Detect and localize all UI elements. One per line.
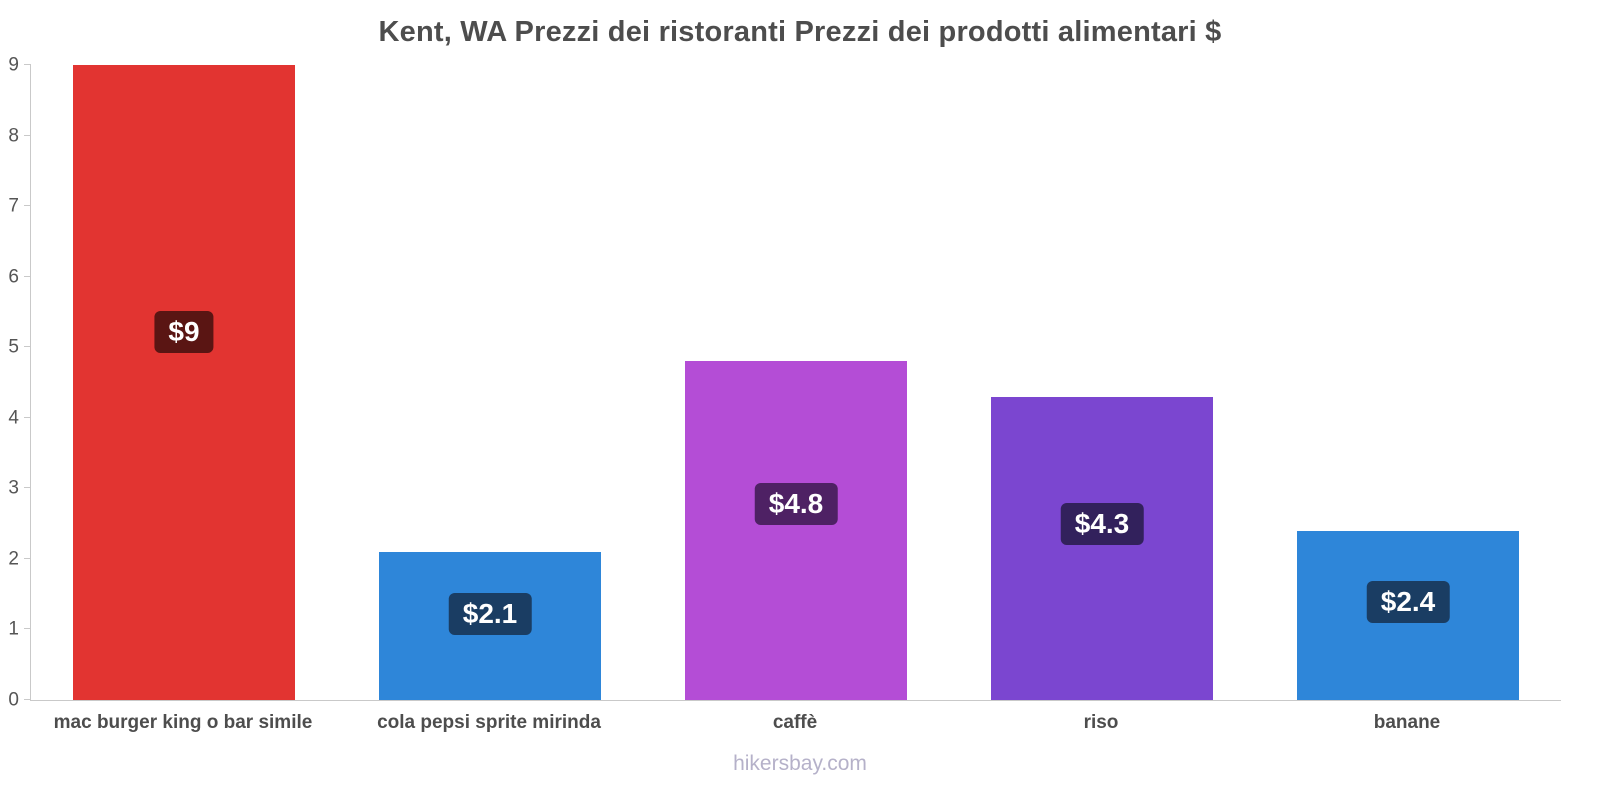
x-category-label: mac burger king o bar simile [53,712,313,733]
bar-1: $9 [73,65,295,700]
bar-slot: $2.4 [1255,65,1561,700]
bar-slot: $4.8 [643,65,949,700]
value-label: $9 [154,310,214,353]
chart-title: Kent, WA Prezzi dei ristoranti Prezzi de… [378,16,1222,48]
y-tick-mark [24,557,31,559]
watermark: hikersbay.com [733,752,867,775]
bar-4: $4.3 [991,396,1213,700]
y-tick-label: 7 [8,195,19,217]
bar-slot: $4.3 [949,65,1255,700]
y-tick-mark [24,275,31,277]
y-tick-label: 5 [8,336,19,358]
y-tick-mark [24,134,31,136]
y-tick-mark [24,487,31,489]
bar-5: $2.4 [1297,530,1519,700]
x-category-label: riso [1083,712,1119,733]
y-tick-mark [24,205,31,207]
y-tick-mark [24,699,31,700]
x-category-label: caffè [772,712,818,733]
y-tick-mark [24,64,31,65]
y-tick-label: 8 [8,125,19,147]
plot-area: 0 1 2 3 4 5 6 7 8 9 $9 $2.1 $4.8 $4.3 $2.4 [8,56,1561,710]
x-axis-labels: mac burger king o bar simile cola pepsi s… [30,712,1560,734]
y-tick-label: 9 [8,54,19,76]
y-tick-label: 6 [8,266,19,288]
x-category-label: banane [1373,712,1441,733]
value-label: $4.8 [754,482,838,525]
y-tick-mark [24,416,31,418]
y-tick-mark [24,346,31,348]
bar-3: $4.8 [685,361,907,700]
y-tick-label: 2 [8,548,19,570]
y-tick-label: 1 [8,618,19,640]
bar-slot: $9 [31,65,337,700]
x-category-label: cola pepsi sprite mirinda [377,712,601,733]
y-tick-label: 3 [8,477,19,499]
value-label: $2.1 [448,593,532,636]
bar-slot: $2.1 [337,65,643,700]
y-tick-label: 4 [8,407,19,429]
bar-2: $2.1 [379,551,601,700]
value-label: $4.3 [1060,503,1144,546]
y-tick-mark [24,628,31,630]
y-tick-label: 0 [8,689,19,711]
value-label: $2.4 [1366,580,1450,623]
